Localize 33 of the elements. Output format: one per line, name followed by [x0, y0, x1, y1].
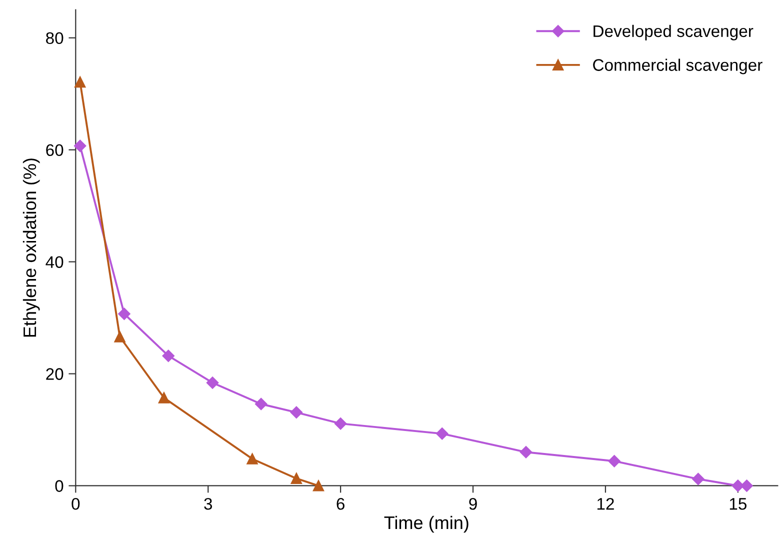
y-tick-label: 20 — [46, 368, 64, 380]
x-tick-label: 12 — [597, 498, 614, 510]
point — [312, 480, 324, 492]
legend-label: Commercial scavenger — [593, 58, 762, 74]
legend-label: Developed scavenger — [594, 24, 754, 40]
x-tick-label: 3 — [204, 498, 212, 510]
y-tick-label: 80 — [46, 32, 64, 44]
point — [114, 331, 126, 342]
point — [290, 406, 303, 418]
point — [74, 76, 86, 88]
point — [255, 398, 268, 410]
point — [206, 376, 219, 389]
x-tick-label: 15 — [730, 498, 746, 510]
point — [740, 480, 753, 492]
point — [334, 417, 347, 430]
point — [608, 455, 620, 468]
point — [74, 140, 86, 152]
x-tick-label: 6 — [336, 498, 344, 510]
point — [290, 472, 302, 484]
y-tick-label: 0 — [55, 480, 64, 492]
y-tick-label: 40 — [46, 256, 64, 268]
x-tick-label: 9 — [469, 498, 477, 510]
point — [692, 472, 704, 486]
point — [162, 350, 174, 362]
point — [520, 446, 532, 458]
point — [158, 392, 170, 404]
point — [246, 453, 258, 464]
y-axis-title: Ethylene oxidation (%) — [22, 158, 40, 337]
y-tick-label: 60 — [46, 144, 64, 156]
x-axis-title: Time (min) — [384, 516, 468, 533]
point — [118, 308, 130, 320]
point — [436, 428, 448, 440]
x-tick-label: 0 — [72, 498, 80, 510]
